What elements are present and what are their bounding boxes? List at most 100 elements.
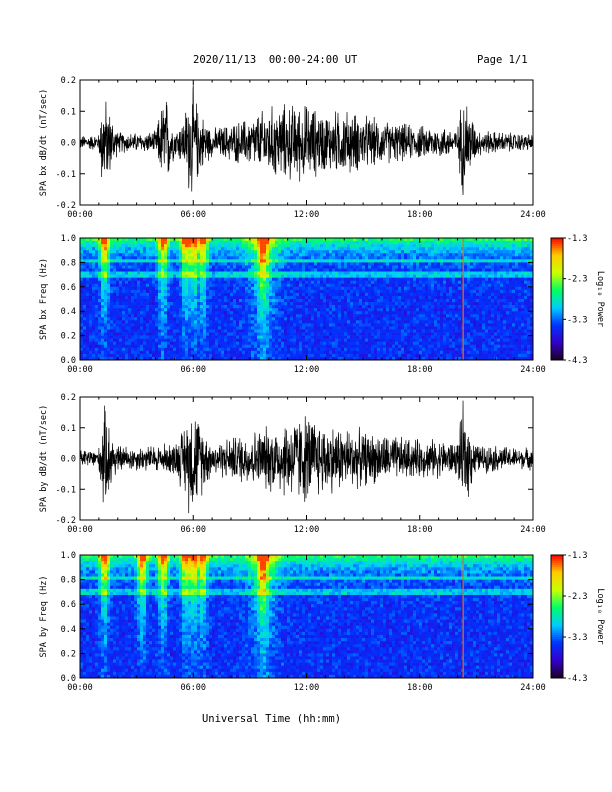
- spectrogram-cell: [278, 302, 282, 306]
- spectrogram-cell: [410, 344, 414, 349]
- spectrogram-cell: [179, 259, 183, 263]
- spectrogram-cell: [260, 299, 264, 303]
- spectrogram-cell: [368, 350, 372, 355]
- spectrogram-cell: [212, 323, 216, 327]
- spectrogram-cell: [299, 344, 303, 349]
- spectrogram-cell: [185, 289, 189, 294]
- spectrogram-cell: [173, 265, 177, 269]
- spectrogram-cell: [362, 347, 366, 352]
- spectrogram-cell: [368, 338, 372, 342]
- spectrogram-cell: [335, 338, 339, 342]
- spectrogram-cell: [167, 274, 171, 278]
- spectrogram-cell: [140, 244, 144, 248]
- spectrogram-cell: [338, 262, 342, 266]
- spectrogram-cell: [296, 305, 300, 309]
- spectrogram-cell: [299, 274, 303, 278]
- spectrogram-cell: [98, 350, 102, 355]
- spectrogram-cell: [398, 286, 402, 291]
- spectrogram-cell: [167, 338, 171, 342]
- spectrogram-cell: [245, 262, 249, 266]
- spectrogram-cell: [170, 250, 174, 254]
- spectrogram-cell: [185, 353, 189, 358]
- spectrogram-cell: [344, 277, 348, 281]
- spectrogram-cell: [317, 311, 321, 315]
- spectrogram-cell: [365, 244, 369, 248]
- spectrogram-cell: [389, 317, 393, 321]
- spectrogram-cell: [137, 271, 141, 275]
- spectrogram-cell: [416, 305, 420, 309]
- spectrogram-cell: [287, 280, 291, 285]
- spectrogram-cell: [86, 256, 90, 260]
- spectrogram-cell: [329, 299, 333, 303]
- spectrogram-cell: [428, 311, 432, 315]
- spectrogram-cell: [359, 265, 363, 269]
- spectrogram-cell: [410, 332, 414, 336]
- spectrogram-cell: [107, 314, 111, 318]
- spectrogram-cell: [215, 292, 219, 297]
- spectrogram-cell: [263, 311, 267, 315]
- spectrogram-cell: [227, 268, 231, 272]
- spectrogram-cell: [362, 329, 366, 333]
- spectrogram-cell: [278, 259, 282, 263]
- spectrogram-cell: [326, 335, 330, 339]
- spectrogram-cell: [233, 305, 237, 309]
- spectrogram-cell: [428, 299, 432, 303]
- spectrogram-cell: [383, 241, 387, 245]
- spectrogram-cell: [182, 320, 186, 324]
- spectrogram-cell: [155, 253, 159, 257]
- spectrogram-cell: [137, 289, 141, 294]
- spectrogram-cell: [254, 253, 258, 257]
- spectrogram-cell: [149, 308, 153, 312]
- spectrogram-cell: [341, 292, 345, 297]
- spectrogram-cell: [140, 320, 144, 324]
- spectrogram-cell: [425, 323, 429, 327]
- spectrogram-cell: [434, 305, 438, 309]
- spectrogram-cell: [437, 344, 441, 349]
- spectrogram-cell: [377, 268, 381, 272]
- spectrogram-cell: [83, 280, 87, 285]
- spectrogram-cell: [251, 323, 255, 327]
- spectrogram-cell: [413, 292, 417, 297]
- spectrogram-cell: [341, 302, 345, 306]
- spectrogram-cell: [419, 277, 423, 281]
- spectrogram-cell: [374, 311, 378, 315]
- spectrogram-cell: [353, 280, 357, 285]
- spectrogram-cell: [413, 317, 417, 321]
- spectrogram-cell: [278, 332, 282, 336]
- spectrogram-cell: [257, 271, 261, 275]
- spectrogram-cell: [353, 320, 357, 324]
- spectrogram-cell: [254, 308, 258, 312]
- spectrogram-cell: [308, 335, 312, 339]
- spectrogram-cell: [365, 338, 369, 342]
- spectrogram-cell: [182, 289, 186, 294]
- spectrogram-cell: [200, 308, 204, 312]
- spectrogram-cell: [293, 289, 297, 294]
- spectrogram-cell: [287, 344, 291, 349]
- spectrogram-cell: [359, 323, 363, 327]
- spectrogram-cell: [281, 244, 285, 248]
- spectrogram-cell: [395, 292, 399, 297]
- spectrogram-cell: [86, 292, 90, 297]
- spectrogram-cell: [215, 311, 219, 315]
- spectrogram-cell: [116, 253, 120, 257]
- spectrogram-cell: [269, 332, 273, 336]
- spectrogram-cell: [164, 268, 168, 272]
- spectrogram-cell: [239, 265, 243, 269]
- spectrogram-cell: [368, 320, 372, 324]
- spectrogram-cell: [176, 295, 180, 300]
- spectrogram-cell: [329, 320, 333, 324]
- spectrogram-cell: [212, 277, 216, 281]
- spectrogram-cell: [200, 286, 204, 291]
- spectrogram-cell: [413, 344, 417, 349]
- spectrogram-cell: [374, 280, 378, 285]
- spectrogram-cell: [365, 271, 369, 275]
- spectrogram-cell: [194, 265, 198, 269]
- spectrogram-cell: [443, 280, 447, 285]
- spectrogram-cell: [407, 256, 411, 260]
- spectrogram-cell: [83, 238, 87, 242]
- spectrogram-cell: [425, 314, 429, 318]
- spectrogram-cell: [374, 353, 378, 358]
- spectrogram-cell: [221, 356, 225, 361]
- spectrogram-cell: [149, 356, 153, 361]
- spectrogram-cell: [398, 302, 402, 306]
